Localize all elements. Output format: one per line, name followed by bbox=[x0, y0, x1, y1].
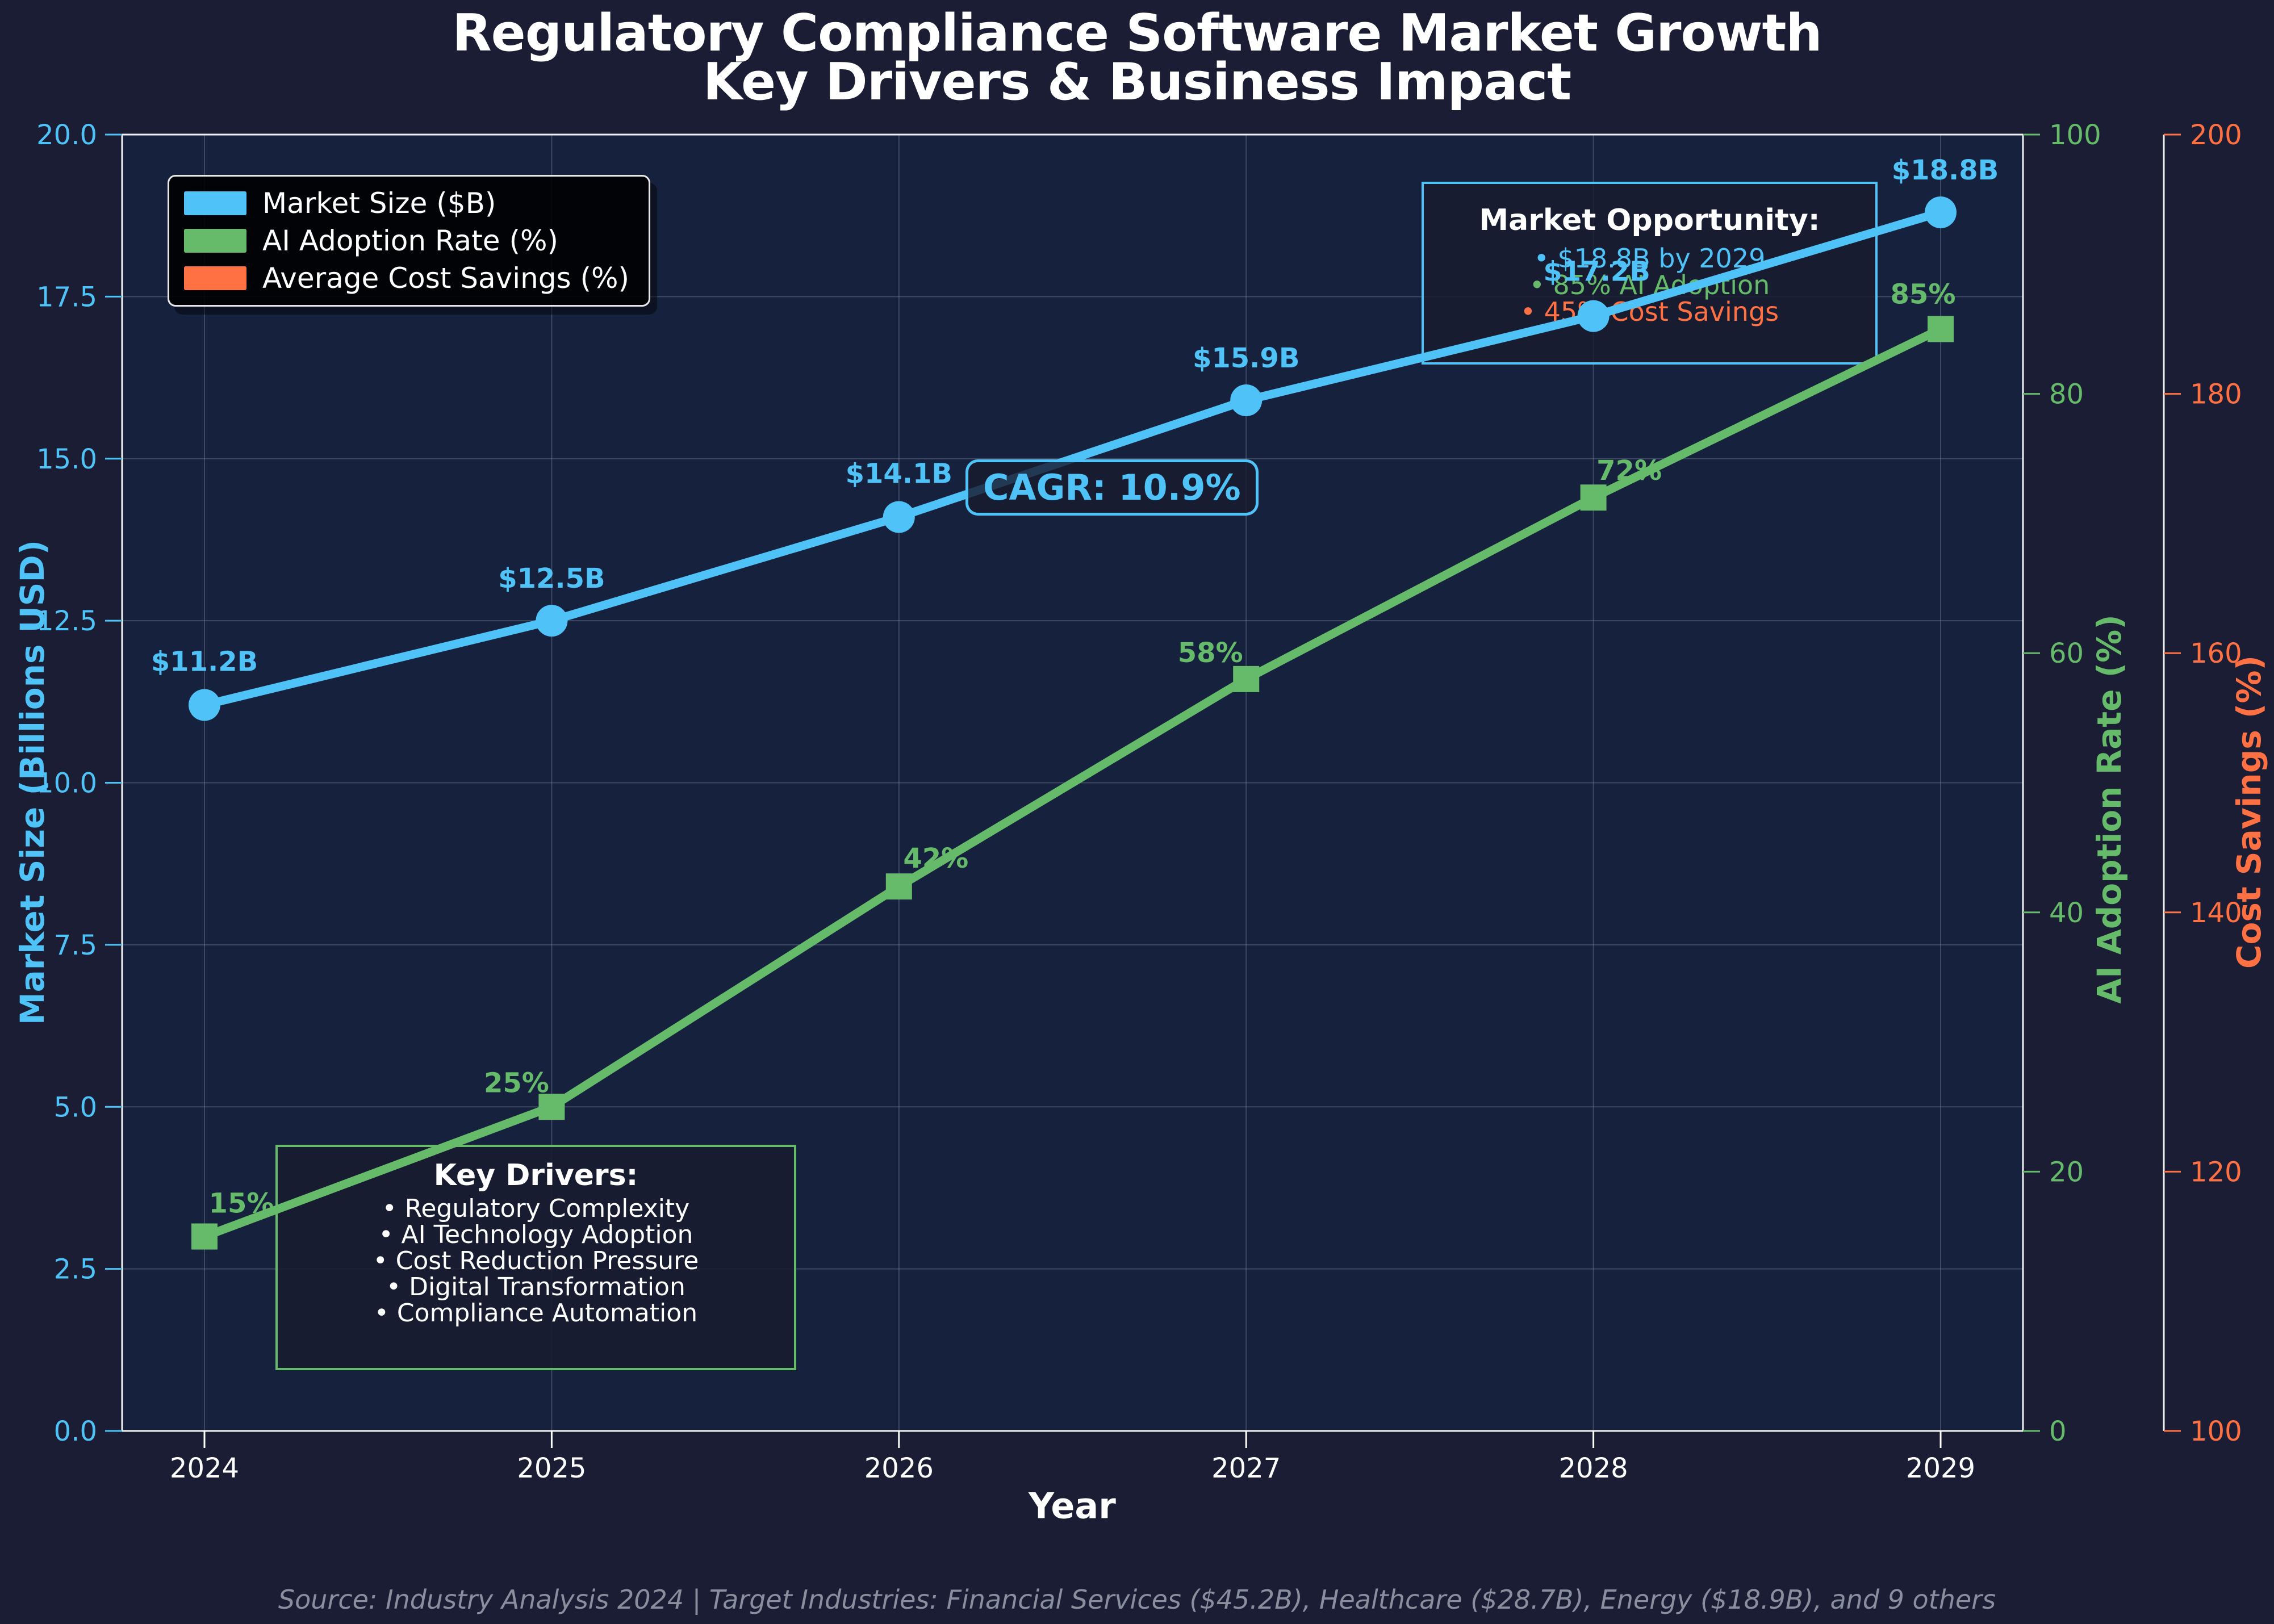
y-left-tick-label: 20.0 bbox=[36, 119, 97, 151]
y-right-green-tick-label: 80 bbox=[2049, 379, 2084, 411]
chart-legend: Market Size ($B) AI Adoption Rate (%) Av… bbox=[168, 175, 651, 307]
y-right-green-tick-label: 40 bbox=[2049, 897, 2084, 929]
legend-label-cost-savings: Average Cost Savings (%) bbox=[262, 262, 630, 295]
y-left-tick-label: 0.0 bbox=[54, 1416, 97, 1447]
y-left-tick-label: 2.5 bbox=[54, 1254, 97, 1286]
key-drivers-box: Key Drivers: • Regulatory Complexity • AI… bbox=[275, 1145, 796, 1370]
legend-item-cost-savings: Average Cost Savings (%) bbox=[184, 262, 630, 295]
y-left-tick-label: 12.5 bbox=[36, 605, 97, 637]
market-opportunity-bullet: • $18.8B by 2029 bbox=[1533, 243, 1766, 274]
y-left-tick-label: 10.0 bbox=[36, 768, 97, 800]
y-axis-label-cost-savings: Cost Savings (%) bbox=[2230, 655, 2268, 969]
y-left-tick-label: 15.0 bbox=[36, 443, 97, 475]
key-drivers-bullet: • Regulatory Complexity bbox=[382, 1194, 690, 1223]
y-right-orange-tick-label: 100 bbox=[2190, 1416, 2242, 1447]
market-opportunity-bullet: • 85% AI Adoption bbox=[1529, 270, 1770, 300]
legend-item-ai-adoption: AI Adoption Rate (%) bbox=[184, 224, 629, 257]
x-tick-label: 2025 bbox=[517, 1453, 586, 1484]
legend-item-market-size: Market Size ($B) bbox=[184, 187, 629, 220]
x-tick-label: 2027 bbox=[1211, 1453, 1281, 1484]
x-tick-label: 2028 bbox=[1559, 1453, 1628, 1484]
key-drivers-bullet: • Cost Reduction Pressure bbox=[373, 1246, 699, 1275]
legend-label-ai-adoption: AI Adoption Rate (%) bbox=[262, 224, 558, 257]
y-right-orange-tick-label: 180 bbox=[2190, 379, 2242, 411]
key-drivers-title: Key Drivers: bbox=[433, 1158, 638, 1192]
y-left-tick-label: 5.0 bbox=[54, 1091, 97, 1123]
market-opportunity-bullets: • $18.8B by 2029 • 85% AI Adoption • 45% C… bbox=[1424, 245, 1875, 325]
x-axis-label-year: Year bbox=[1029, 1485, 1116, 1527]
x-tick-label: 2024 bbox=[170, 1453, 239, 1484]
x-tick-label: 2029 bbox=[1906, 1453, 1975, 1484]
cagr-annotation: CAGR: 10.9% bbox=[965, 459, 1259, 516]
key-drivers-bullet: • AI Technology Adoption bbox=[378, 1220, 693, 1249]
legend-label-market-size: Market Size ($B) bbox=[262, 187, 496, 220]
y-right-orange-tick-label: 200 bbox=[2190, 119, 2242, 151]
y-left-tick-label: 7.5 bbox=[54, 930, 97, 961]
y-axis-label-market-size: Market Size (Billions USD) bbox=[13, 539, 52, 1026]
chart-title-line1: Regulatory Compliance Software Market Gr… bbox=[452, 3, 1822, 63]
y-right-orange-tick-label: 120 bbox=[2190, 1156, 2242, 1188]
market-opportunity-bullet: • 45% Cost Savings bbox=[1520, 296, 1779, 327]
y-right-orange-tick-label: 140 bbox=[2190, 897, 2242, 929]
source-footnote: Source: Industry Analysis 2024 | Target … bbox=[278, 1584, 1996, 1615]
y-right-green-tick-label: 60 bbox=[2049, 638, 2084, 669]
legend-swatch-market-size-icon bbox=[184, 191, 246, 215]
legend-swatch-ai-adoption-icon bbox=[184, 229, 246, 253]
key-drivers-bullets: • Regulatory Complexity • AI Technology A… bbox=[278, 1196, 794, 1326]
chart-title: Regulatory Compliance Software Market Gr… bbox=[0, 3, 2274, 112]
y-right-orange-tick-label: 160 bbox=[2190, 638, 2242, 669]
market-opportunity-box: Market Opportunity: • $18.8B by 2029 • 85… bbox=[1422, 182, 1878, 365]
x-tick-label: 2026 bbox=[864, 1453, 934, 1484]
y-axis-label-ai-adoption: AI Adoption Rate (%) bbox=[2090, 614, 2129, 1004]
key-drivers-bullet: • Compliance Automation bbox=[374, 1299, 698, 1328]
key-drivers-bullet: • Digital Transformation bbox=[386, 1273, 685, 1301]
y-left-tick-label: 17.5 bbox=[36, 281, 97, 313]
y-right-green-tick-label: 0 bbox=[2049, 1416, 2067, 1447]
legend-swatch-cost-savings-icon bbox=[184, 266, 246, 290]
y-right-green-tick-label: 100 bbox=[2049, 119, 2101, 151]
market-opportunity-title: Market Opportunity: bbox=[1479, 203, 1820, 237]
chart-title-line2: Key Drivers & Business Impact bbox=[703, 52, 1571, 112]
y-right-green-tick-label: 20 bbox=[2049, 1156, 2084, 1188]
